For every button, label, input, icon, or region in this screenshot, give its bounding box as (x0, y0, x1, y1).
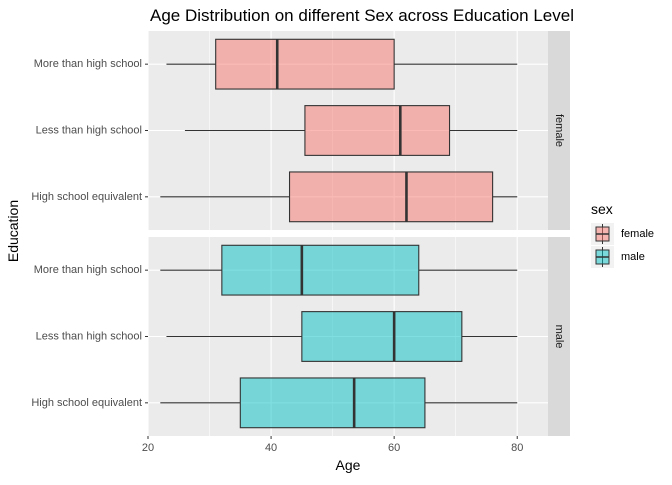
y-tick-label: High school equivalent (31, 191, 142, 203)
legend-key-male (591, 246, 614, 268)
x-axis: 20 40 60 80 (142, 436, 523, 454)
legend-label: female (621, 228, 654, 240)
box-iqr (288, 171, 494, 223)
legend-title: sex (591, 201, 613, 217)
y-tick-label: Less than high school (36, 331, 142, 343)
x-tick-label: 60 (388, 442, 400, 454)
box-iqr (221, 244, 420, 296)
box-male (160, 377, 518, 429)
legend: sex female male (591, 201, 654, 268)
panels-layer: female More than high school Less than hig… (31, 31, 570, 436)
y-tick-label: High school equivalent (31, 397, 142, 409)
facet-strip (548, 237, 570, 436)
box-iqr (215, 38, 395, 90)
legend-key-female (591, 223, 614, 245)
x-tick-label: 20 (142, 442, 154, 454)
box-female (160, 171, 518, 223)
x-tick-label: 40 (265, 442, 277, 454)
box-iqr (304, 105, 451, 156)
box-iqr (301, 311, 463, 362)
y-axis-title: Education (5, 200, 21, 262)
box-female (184, 105, 518, 156)
panel-female: female More than high school Less than hig… (31, 31, 570, 230)
legend-label: male (621, 251, 645, 263)
x-axis-title: Age (336, 457, 361, 473)
y-tick-label: More than high school (34, 264, 142, 276)
panel-male: male More than high school Less than high … (31, 237, 570, 436)
facet-strip-label: female (553, 114, 565, 147)
box-female (166, 38, 518, 90)
x-tick-label: 80 (511, 442, 523, 454)
facet-strip (548, 31, 570, 230)
chart-title: Age Distribution on different Sex across… (150, 6, 574, 25)
box-iqr (239, 377, 426, 429)
y-tick-label: Less than high school (36, 125, 142, 137)
y-tick-label: More than high school (34, 58, 142, 70)
box-male (160, 244, 518, 296)
facet-strip-label: male (553, 325, 565, 349)
box-male (166, 311, 518, 362)
